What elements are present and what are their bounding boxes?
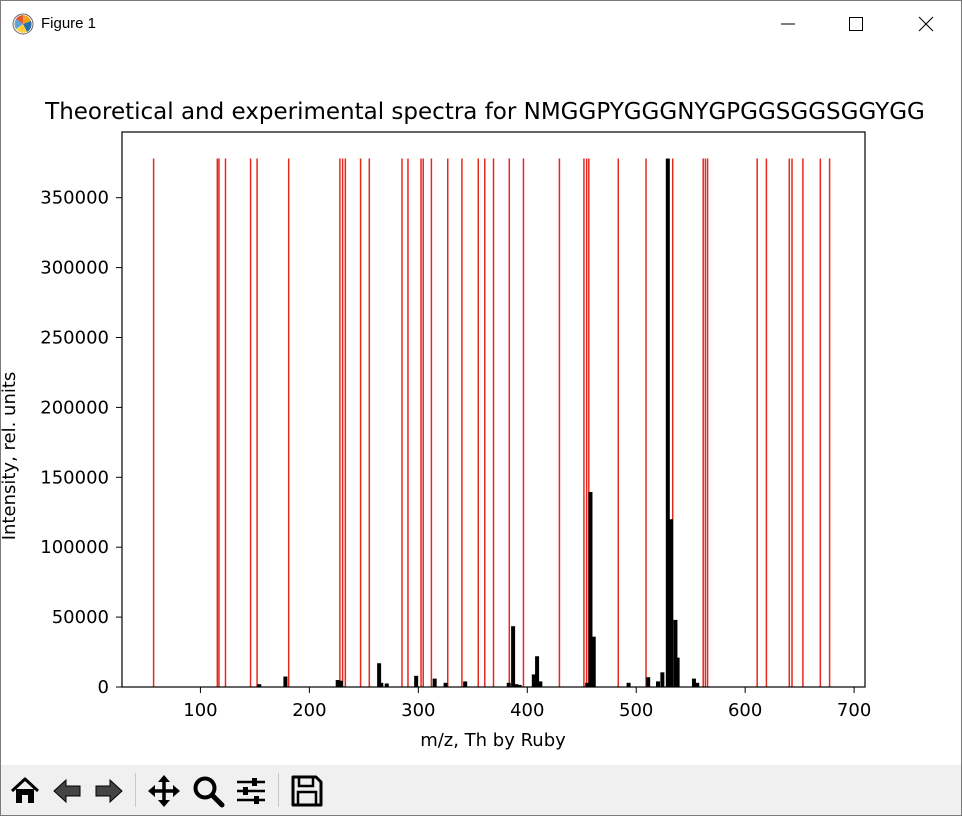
- experimental-peak-bar: [384, 683, 389, 687]
- y-tick-label: 50000: [52, 607, 109, 628]
- x-tick-label: 300: [401, 700, 435, 721]
- experimental-peak-bar: [626, 682, 631, 687]
- experimental-peak-bar: [531, 674, 536, 687]
- experimental-peak-bar: [517, 684, 522, 687]
- y-tick-label: 100000: [40, 537, 109, 558]
- y-axis-label: Intensity, rel. units: [1, 372, 20, 541]
- window-title: Figure 1: [41, 15, 97, 32]
- experimental-peak-bar: [443, 682, 448, 687]
- home-icon: [10, 777, 40, 803]
- figure-canvas[interactable]: Theoretical and experimental spectra for…: [1, 47, 961, 765]
- back-arrow-icon: [53, 778, 81, 804]
- experimental-peak-bar: [665, 158, 670, 687]
- experimental-peak-bar: [377, 663, 382, 687]
- experimental-peak-bar: [538, 681, 543, 687]
- experimental-peak-bar: [691, 678, 696, 687]
- experimental-peak-bar: [588, 491, 593, 687]
- experimental-peak-bar: [675, 657, 680, 687]
- experimental-peak-bar: [646, 677, 651, 687]
- x-tick-label: 400: [510, 700, 544, 721]
- experimental-peak-bar: [379, 682, 384, 687]
- experimental-peak-bar: [669, 519, 674, 687]
- y-tick-label: 300000: [40, 258, 109, 279]
- y-tick-label: 150000: [40, 467, 109, 488]
- matplotlib-icon: [12, 13, 34, 35]
- experimental-peak-bar: [585, 682, 590, 687]
- y-tick-label: 350000: [40, 188, 109, 209]
- experimental-peak-bar: [506, 682, 511, 687]
- title-bar[interactable]: Figure 1: [1, 1, 961, 47]
- plot-frame: [121, 131, 866, 688]
- toolbar-separator: [135, 773, 136, 807]
- experimental-peak-bar: [511, 626, 516, 687]
- x-tick-label: 500: [619, 700, 653, 721]
- zoom-button[interactable]: [188, 771, 228, 811]
- x-tick-label: 600: [728, 700, 762, 721]
- bars-layer: [152, 158, 831, 687]
- x-tick-label: 100: [183, 700, 217, 721]
- experimental-peak-bar: [673, 619, 678, 687]
- y-tick-label: 200000: [40, 397, 109, 418]
- y-tick-label: 250000: [40, 328, 109, 349]
- minimize-icon: [781, 23, 795, 25]
- maximize-icon: [849, 17, 863, 31]
- toolbar-separator: [278, 773, 279, 807]
- configure-subplots-icon: [237, 778, 265, 804]
- configure-subplots-button[interactable]: [231, 771, 271, 811]
- pan-icon: [148, 775, 180, 807]
- experimental-peak-bar: [335, 680, 340, 687]
- y-axis: 0 50000 100000 150000 200000 250000 300000 3500…: [40, 188, 122, 698]
- save-icon: [291, 775, 323, 807]
- experimental-peak-bar: [535, 656, 540, 687]
- experimental-peak-bar: [463, 681, 468, 687]
- x-tick-label: 700: [837, 700, 871, 721]
- maximize-button[interactable]: [833, 1, 879, 47]
- experimental-peak-bar: [591, 636, 596, 687]
- forward-arrow-icon: [95, 778, 123, 804]
- forward-button[interactable]: [89, 771, 129, 811]
- experimental-peak-bar: [338, 680, 343, 687]
- experimental-peak-bar: [660, 672, 665, 687]
- experimental-peak-bar: [695, 682, 700, 687]
- save-button[interactable]: [287, 771, 327, 811]
- experimental-peak-bar: [414, 675, 419, 687]
- x-axis-label: m/z, Th by Ruby: [420, 730, 566, 751]
- experimental-peak-bar: [432, 678, 437, 687]
- experimental-peak-bar: [514, 684, 519, 687]
- spectrum-chart: Theoretical and experimental spectra for…: [1, 99, 925, 751]
- y-tick-label: 0: [98, 677, 109, 698]
- close-icon: [918, 16, 934, 32]
- x-tick-label: 200: [292, 700, 326, 721]
- x-axis: 100 200 300 400 500 600 700: [183, 687, 871, 721]
- minimize-button[interactable]: [765, 1, 811, 47]
- pan-button[interactable]: [144, 771, 184, 811]
- navigation-toolbar: [1, 765, 961, 815]
- close-button[interactable]: [903, 1, 949, 47]
- experimental-peak-bar: [283, 676, 288, 687]
- back-button[interactable]: [47, 771, 87, 811]
- experimental-peak-bar: [257, 684, 262, 687]
- zoom-icon: [193, 776, 225, 808]
- home-button[interactable]: [5, 771, 45, 811]
- chart-title: Theoretical and experimental spectra for…: [44, 99, 925, 125]
- experimental-peak-bar: [656, 681, 661, 687]
